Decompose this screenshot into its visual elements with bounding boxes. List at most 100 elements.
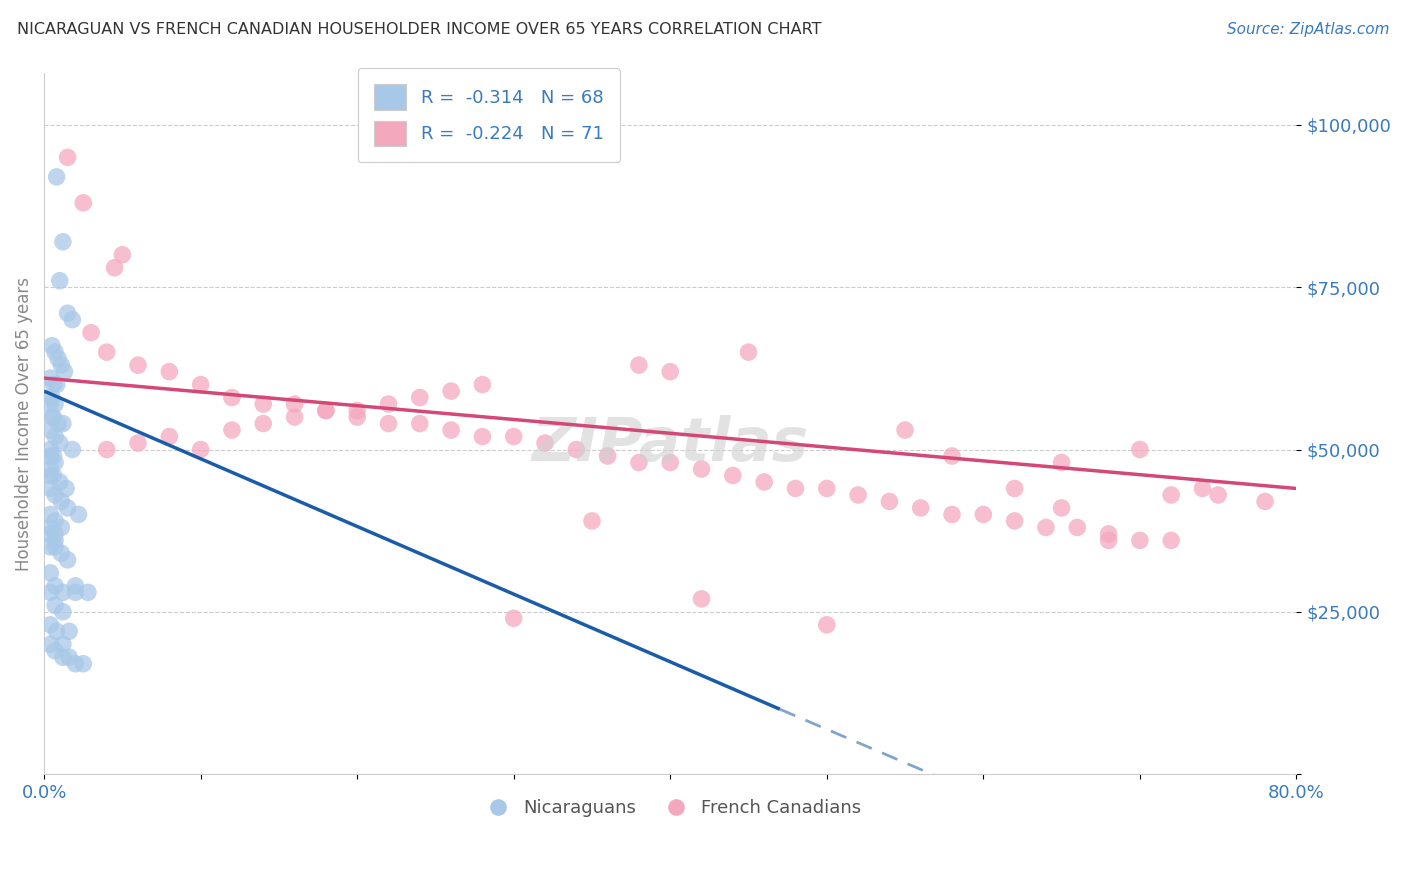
Point xyxy=(440,423,463,437)
Point xyxy=(42,449,65,463)
Point xyxy=(315,403,337,417)
Point xyxy=(815,617,838,632)
Point xyxy=(42,468,65,483)
Point xyxy=(127,436,149,450)
Point xyxy=(44,540,66,554)
Point xyxy=(346,403,368,417)
Point xyxy=(1050,456,1073,470)
Point xyxy=(44,599,66,613)
Point xyxy=(39,508,62,522)
Point xyxy=(659,456,682,470)
Point xyxy=(1004,514,1026,528)
Point xyxy=(52,650,75,665)
Point xyxy=(39,371,62,385)
Point xyxy=(56,150,79,164)
Point xyxy=(65,657,87,671)
Point xyxy=(39,520,62,534)
Point xyxy=(581,514,603,528)
Point xyxy=(44,644,66,658)
Point xyxy=(846,488,869,502)
Point xyxy=(39,462,62,476)
Point xyxy=(67,508,90,522)
Point xyxy=(39,617,62,632)
Point xyxy=(51,546,73,560)
Point xyxy=(72,195,94,210)
Point xyxy=(315,403,337,417)
Point xyxy=(941,449,963,463)
Point xyxy=(39,585,62,599)
Point xyxy=(58,624,80,639)
Point xyxy=(39,566,62,580)
Point xyxy=(44,429,66,443)
Point xyxy=(1160,533,1182,548)
Point xyxy=(1066,520,1088,534)
Point xyxy=(44,456,66,470)
Point xyxy=(127,358,149,372)
Point xyxy=(52,585,75,599)
Point xyxy=(157,365,180,379)
Point xyxy=(39,397,62,411)
Point xyxy=(737,345,759,359)
Point xyxy=(80,326,103,340)
Point xyxy=(894,423,917,437)
Point xyxy=(39,468,62,483)
Point xyxy=(44,579,66,593)
Point xyxy=(51,520,73,534)
Point xyxy=(1035,520,1057,534)
Point xyxy=(627,456,650,470)
Point xyxy=(52,605,75,619)
Point xyxy=(190,442,212,457)
Point xyxy=(785,482,807,496)
Point xyxy=(55,482,77,496)
Point xyxy=(51,358,73,372)
Point xyxy=(534,436,557,450)
Point xyxy=(1191,482,1213,496)
Point xyxy=(44,488,66,502)
Point xyxy=(346,410,368,425)
Point xyxy=(1129,533,1152,548)
Y-axis label: Householder Income Over 65 years: Householder Income Over 65 years xyxy=(15,277,32,571)
Point xyxy=(39,540,62,554)
Point xyxy=(941,508,963,522)
Point xyxy=(96,345,118,359)
Point xyxy=(39,527,62,541)
Point xyxy=(65,585,87,599)
Point xyxy=(58,650,80,665)
Point xyxy=(1004,482,1026,496)
Point xyxy=(52,637,75,651)
Point xyxy=(502,611,524,625)
Point xyxy=(659,365,682,379)
Point xyxy=(56,553,79,567)
Point xyxy=(252,397,274,411)
Point xyxy=(52,235,75,249)
Point xyxy=(190,377,212,392)
Point xyxy=(77,585,100,599)
Point xyxy=(627,358,650,372)
Point xyxy=(51,494,73,508)
Point xyxy=(815,482,838,496)
Point xyxy=(221,391,243,405)
Point xyxy=(910,500,932,515)
Point xyxy=(45,377,67,392)
Point xyxy=(409,417,432,431)
Point xyxy=(565,442,588,457)
Point xyxy=(45,169,67,184)
Point xyxy=(103,260,125,275)
Point xyxy=(39,637,62,651)
Point xyxy=(157,429,180,443)
Point xyxy=(39,449,62,463)
Point xyxy=(1129,442,1152,457)
Point xyxy=(721,468,744,483)
Text: Source: ZipAtlas.com: Source: ZipAtlas.com xyxy=(1226,22,1389,37)
Point xyxy=(284,397,307,411)
Point xyxy=(1254,494,1277,508)
Point xyxy=(1097,533,1119,548)
Point xyxy=(41,338,63,352)
Point xyxy=(39,442,62,457)
Point xyxy=(690,591,713,606)
Point xyxy=(44,527,66,541)
Point xyxy=(39,482,62,496)
Point xyxy=(284,410,307,425)
Point xyxy=(52,417,75,431)
Point xyxy=(65,579,87,593)
